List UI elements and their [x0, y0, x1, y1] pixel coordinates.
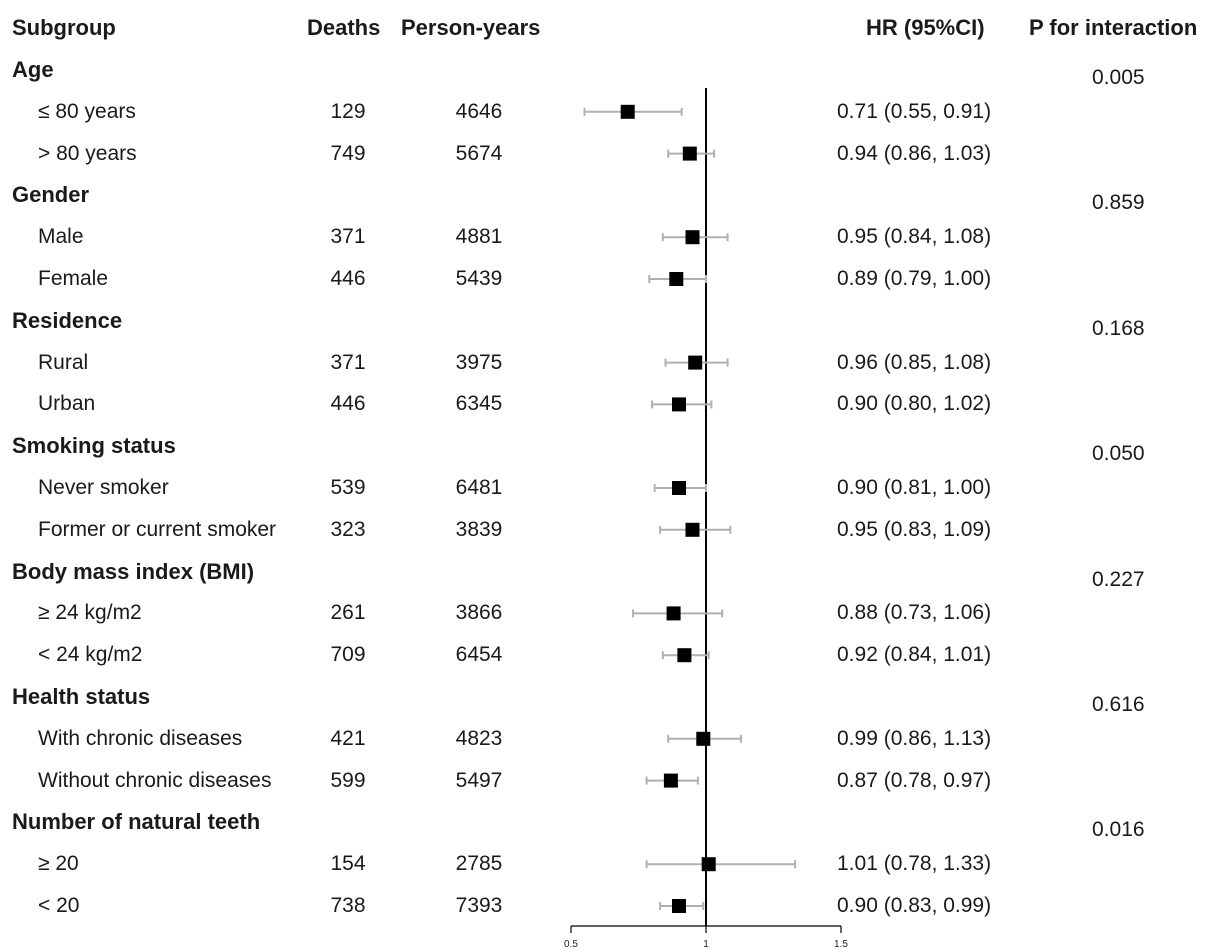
hr-ci-text: 0.96 (0.85, 1.08): [837, 350, 992, 374]
person-years-value: 3975: [455, 350, 503, 374]
person-years-value: 5439: [455, 267, 503, 290]
hr-ci-text: 0.99 (0.86, 1.13): [837, 726, 992, 750]
group-title: Residence: [12, 307, 123, 333]
hr-ci-text: 0.92 (0.84, 1.01): [837, 643, 992, 667]
hr-point-marker: [685, 522, 700, 537]
hr-ci-text: 1.01 (0.78, 1.33): [837, 852, 992, 876]
header-deaths: Deaths: [307, 15, 381, 40]
person-years-value: 7393: [455, 894, 503, 917]
subgroup-label: Former or current smoker: [38, 517, 277, 541]
hr-ci-text: 0.88 (0.73, 1.06): [837, 601, 992, 625]
header-person-years: Person-years: [401, 15, 541, 40]
p-interaction-value: 0.859: [1092, 191, 1145, 215]
deaths-value: 738: [330, 894, 366, 917]
hr-point-marker: [672, 899, 686, 913]
hr-ci-text: 0.90 (0.83, 0.99): [837, 894, 992, 917]
hr-ci-text: 0.95 (0.83, 1.09): [837, 517, 992, 541]
x-tick-label: 1: [703, 939, 709, 950]
hr-point-marker: [682, 146, 697, 161]
person-years-value: 2785: [455, 852, 503, 876]
hr-point-marker: [620, 104, 635, 119]
group-title: Number of natural teeth: [12, 809, 261, 835]
hr-point-marker: [672, 397, 686, 412]
p-interaction-value: 0.227: [1092, 567, 1145, 591]
subgroup-label: With chronic diseases: [38, 726, 243, 750]
person-years-value: 5497: [455, 768, 503, 792]
header-hr: HR (95%CI): [866, 15, 985, 40]
deaths-value: 261: [330, 601, 366, 625]
deaths-value: 371: [330, 225, 366, 249]
deaths-value: 371: [330, 350, 366, 374]
group-title: Smoking status: [12, 433, 176, 459]
p-interaction-value: 0.168: [1092, 316, 1145, 340]
subgroup-label: < 24 kg/m2: [38, 643, 143, 667]
subgroup-label: Rural: [38, 350, 89, 374]
deaths-value: 599: [330, 768, 366, 792]
person-years-value: 4646: [455, 99, 503, 123]
person-years-value: 6454: [455, 643, 503, 667]
person-years-value: 6481: [455, 476, 503, 499]
hr-ci-text: 0.90 (0.80, 1.02): [837, 392, 992, 416]
hr-point-marker: [672, 481, 686, 495]
hr-point-marker: [669, 272, 684, 286]
subgroup-label: Male: [38, 225, 84, 249]
p-interaction-value: 0.016: [1092, 818, 1145, 842]
deaths-value: 323: [330, 517, 366, 541]
person-years-value: 4881: [455, 225, 503, 249]
person-years-value: 5674: [455, 141, 503, 165]
subgroup-label: ≥ 20: [38, 852, 79, 876]
hr-point-marker: [696, 731, 711, 746]
deaths-value: 154: [330, 852, 366, 876]
person-years-value: 4823: [455, 726, 503, 750]
group-title: Gender: [12, 182, 90, 208]
hr-point-marker: [666, 606, 681, 621]
header-subgroup: Subgroup: [12, 15, 116, 40]
hr-ci-text: 0.95 (0.84, 1.08): [837, 225, 992, 249]
x-tick-label: 1.5: [834, 939, 848, 950]
p-interaction-value: 0.616: [1092, 693, 1145, 716]
person-years-value: 3839: [455, 517, 503, 541]
subgroup-label: ≤ 80 years: [38, 99, 136, 123]
deaths-value: 446: [330, 267, 366, 290]
p-interaction-value: 0.050: [1092, 442, 1145, 466]
hr-point-marker: [701, 857, 716, 872]
subgroup-label: ≥ 24 kg/m2: [38, 601, 142, 625]
subgroup-label: > 80 years: [38, 141, 137, 165]
group-title: Body mass index (BMI): [12, 558, 255, 584]
deaths-value: 539: [330, 476, 366, 499]
person-years-value: 6345: [455, 392, 503, 416]
hr-ci-text: 0.94 (0.86, 1.03): [837, 141, 992, 165]
subgroup-label: Never smoker: [38, 476, 169, 499]
x-tick-label: 0.5: [564, 939, 578, 950]
hr-ci-text: 0.89 (0.79, 1.00): [837, 267, 992, 290]
subgroup-label: Urban: [38, 392, 96, 416]
deaths-value: 129: [330, 99, 366, 123]
hr-point-marker: [685, 230, 700, 245]
hr-ci-text: 0.90 (0.81, 1.00): [837, 476, 992, 499]
subgroup-label: Female: [38, 267, 109, 290]
deaths-value: 749: [330, 141, 366, 165]
subgroup-label: < 20: [38, 894, 80, 917]
hr-point-marker: [663, 773, 678, 788]
deaths-value: 421: [330, 726, 366, 750]
group-title: Age: [12, 57, 54, 82]
hr-point-marker: [688, 355, 703, 370]
hr-point-marker: [677, 648, 692, 663]
hr-ci-text: 0.87 (0.78, 0.97): [837, 768, 992, 792]
person-years-value: 3866: [455, 601, 503, 625]
header-p-interaction: P for interaction: [1029, 15, 1198, 40]
deaths-value: 709: [330, 643, 366, 667]
subgroup-label: Without chronic diseases: [38, 768, 272, 792]
group-title: Health status: [12, 684, 151, 709]
p-interaction-value: 0.005: [1092, 66, 1145, 89]
hr-ci-text: 0.71 (0.55, 0.91): [837, 99, 992, 123]
deaths-value: 446: [330, 392, 366, 416]
